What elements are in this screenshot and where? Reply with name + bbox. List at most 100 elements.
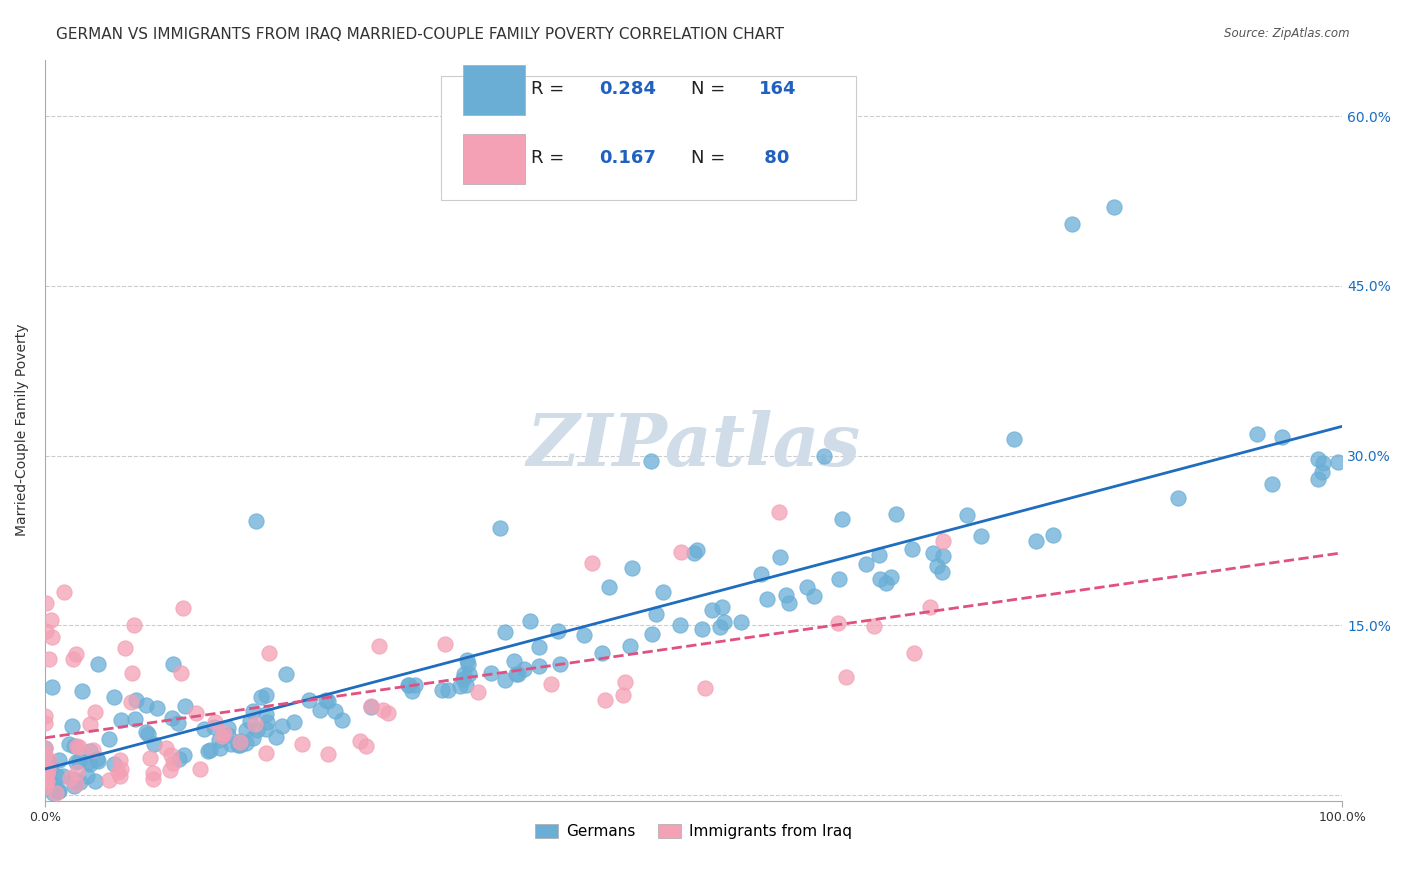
Point [208, 741, 231, 756]
Point [598, 580, 620, 594]
Point [52, 769, 75, 783]
Point [174, 698, 197, 713]
Point [242, 705, 264, 719]
Point [645, 607, 668, 621]
Point [79, 756, 101, 771]
Point [65, 775, 87, 789]
Point [58, 737, 80, 751]
Point [796, 580, 818, 594]
Point [69, 775, 91, 789]
Point [855, 557, 877, 571]
Point [207, 732, 229, 747]
Point [1260, 476, 1282, 491]
Point [108, 753, 131, 767]
Point [229, 736, 252, 750]
Point [257, 646, 280, 660]
Point [138, 727, 160, 741]
Point [264, 730, 287, 744]
Point [730, 615, 752, 629]
Point [457, 667, 479, 681]
Point [749, 567, 772, 582]
Point [713, 615, 735, 629]
Point [651, 585, 673, 599]
Point [226, 738, 249, 752]
Point [454, 678, 477, 692]
Point [827, 572, 849, 586]
Point [34, 774, 56, 789]
FancyBboxPatch shape [463, 134, 524, 184]
FancyBboxPatch shape [463, 65, 524, 115]
Point [103, 690, 125, 704]
Point [283, 714, 305, 729]
Text: 80: 80 [758, 149, 790, 167]
Point [38, 753, 60, 767]
Point [82, 743, 104, 757]
Point [120, 695, 142, 709]
Point [34, 780, 56, 794]
Point [246, 723, 269, 737]
Point [813, 449, 835, 463]
Point [356, 739, 378, 754]
Point [37, 766, 59, 780]
Y-axis label: Married-Couple Family Poverty: Married-Couple Family Poverty [15, 324, 30, 536]
Point [768, 505, 790, 519]
Point [169, 665, 191, 680]
Point [591, 646, 613, 660]
Point [256, 715, 278, 730]
Point [110, 762, 132, 776]
Text: Source: ZipAtlas.com: Source: ZipAtlas.com [1225, 27, 1350, 40]
Point [291, 737, 314, 751]
Point [519, 614, 541, 628]
Point [79, 717, 101, 731]
Point [38, 774, 60, 789]
Point [270, 719, 292, 733]
Point [931, 549, 953, 563]
Point [449, 679, 471, 693]
Point [142, 765, 165, 780]
Point [572, 628, 595, 642]
Point [155, 740, 177, 755]
Point [250, 690, 273, 705]
Point [1326, 455, 1348, 469]
Point [932, 534, 955, 549]
Point [217, 728, 239, 742]
Point [63, 779, 86, 793]
Point [67, 739, 90, 754]
Point [368, 639, 391, 653]
Point [239, 714, 262, 728]
Point [62, 652, 84, 666]
Point [97, 773, 120, 788]
Point [162, 756, 184, 770]
Point [315, 693, 337, 707]
Point [254, 707, 277, 722]
Point [803, 589, 825, 603]
Point [121, 665, 143, 680]
Point [39, 613, 62, 627]
Point [690, 623, 713, 637]
Point [212, 726, 235, 740]
Point [922, 546, 945, 560]
Point [107, 765, 129, 780]
Point [360, 699, 382, 714]
Point [37, 762, 59, 776]
Point [309, 703, 332, 717]
Point [1167, 491, 1189, 505]
Point [124, 712, 146, 726]
Point [114, 641, 136, 656]
Point [254, 746, 277, 760]
Point [1002, 432, 1025, 446]
Point [38, 652, 60, 666]
Point [110, 713, 132, 727]
Point [1312, 456, 1334, 470]
Point [162, 657, 184, 672]
Point [595, 693, 617, 707]
Point [377, 706, 399, 720]
Point [76, 769, 98, 783]
Point [243, 716, 266, 731]
Point [547, 624, 569, 638]
Point [612, 689, 634, 703]
Point [160, 711, 183, 725]
Point [34, 748, 56, 763]
Point [931, 565, 953, 579]
Point [42, 786, 65, 800]
